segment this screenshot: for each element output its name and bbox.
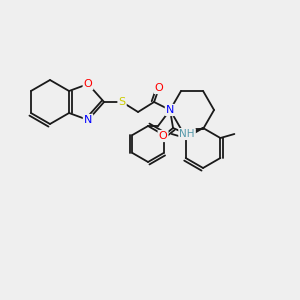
Text: S: S bbox=[118, 97, 126, 107]
Text: O: O bbox=[155, 83, 164, 93]
Text: O: O bbox=[84, 79, 92, 89]
Text: NH: NH bbox=[179, 129, 195, 139]
Text: N: N bbox=[166, 105, 174, 115]
Text: N: N bbox=[84, 115, 92, 125]
Text: O: O bbox=[159, 131, 167, 141]
